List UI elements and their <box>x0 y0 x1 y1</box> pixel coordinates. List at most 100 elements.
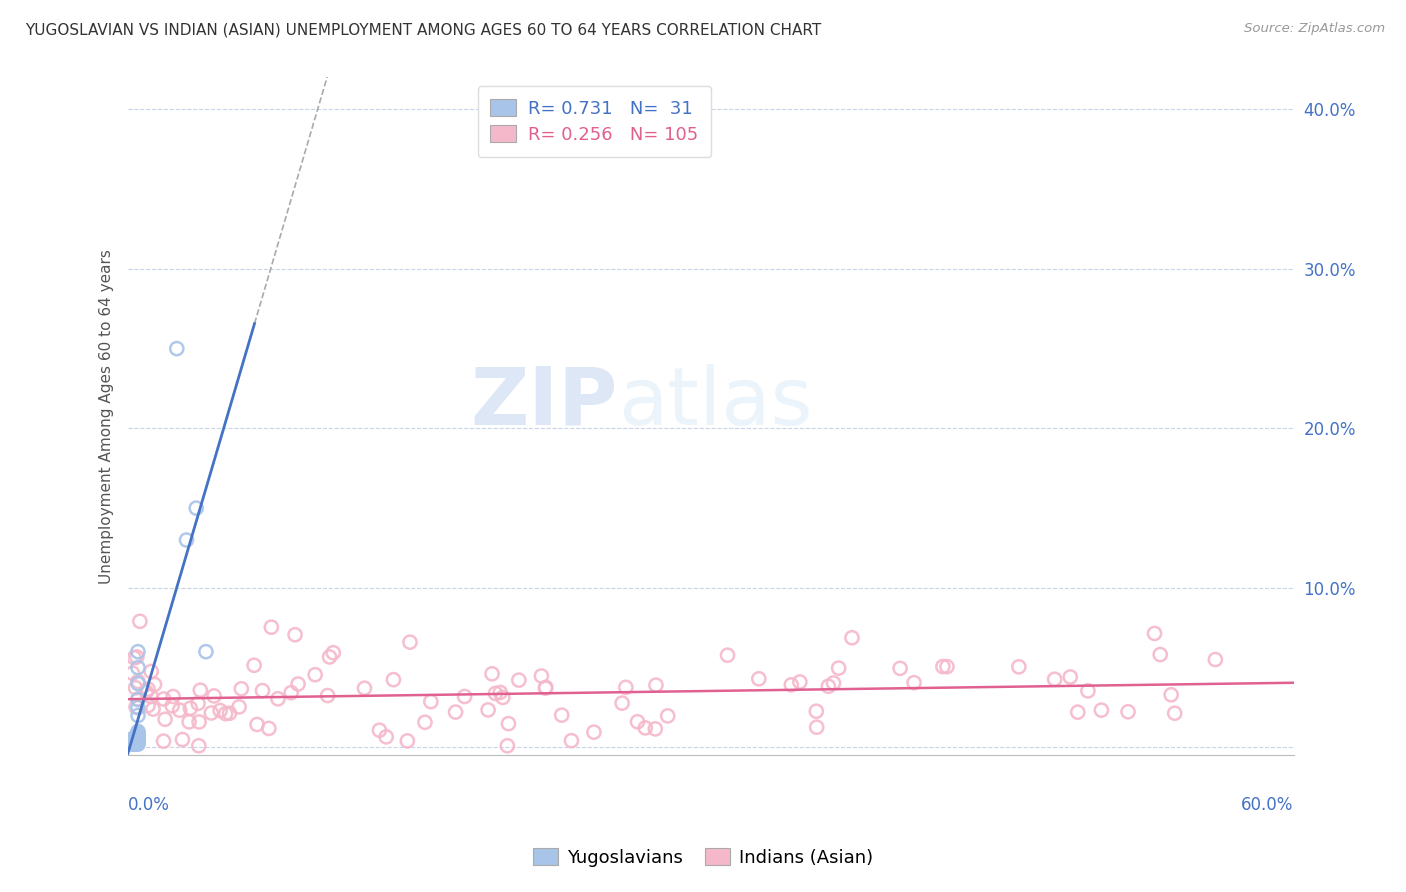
Point <box>267 691 290 706</box>
Point <box>1090 703 1112 717</box>
Point <box>127 732 149 747</box>
Text: 0.0%: 0.0% <box>128 796 170 814</box>
Point <box>127 729 149 743</box>
Point <box>127 674 149 689</box>
Point <box>508 673 530 687</box>
Point <box>231 681 253 696</box>
Point <box>530 669 553 683</box>
Text: ZIP: ZIP <box>471 364 617 442</box>
Point <box>127 735 149 749</box>
Point <box>125 731 148 745</box>
Point <box>127 724 149 739</box>
Point <box>1143 626 1166 640</box>
Point <box>200 706 222 720</box>
Point <box>125 737 148 751</box>
Point <box>551 708 574 723</box>
Point <box>645 678 668 692</box>
Point <box>1008 660 1031 674</box>
Point <box>179 701 201 715</box>
Point <box>1077 684 1099 698</box>
Point <box>657 709 679 723</box>
Point <box>187 697 209 711</box>
Point <box>318 650 340 665</box>
Point <box>136 681 159 696</box>
Point <box>202 689 225 703</box>
Point <box>304 667 326 681</box>
Point <box>841 631 863 645</box>
Text: Source: ZipAtlas.com: Source: ZipAtlas.com <box>1244 22 1385 36</box>
Point <box>152 734 174 748</box>
Point <box>626 714 648 729</box>
Point <box>1160 688 1182 702</box>
Point <box>121 732 143 747</box>
Point <box>375 730 398 744</box>
Point <box>484 686 506 700</box>
Text: atlas: atlas <box>617 364 813 442</box>
Point <box>127 737 149 751</box>
Point <box>125 729 148 743</box>
Point <box>172 732 194 747</box>
Point <box>127 660 149 674</box>
Point <box>121 666 143 681</box>
Point <box>936 659 959 673</box>
Point <box>127 726 149 740</box>
Point <box>492 690 515 705</box>
Point <box>122 737 145 751</box>
Point <box>280 686 302 700</box>
Point <box>153 712 176 726</box>
Point <box>125 650 148 665</box>
Point <box>169 703 191 717</box>
Point <box>1059 670 1081 684</box>
Point <box>122 735 145 749</box>
Point <box>127 645 149 659</box>
Point <box>396 734 419 748</box>
Point <box>162 690 184 704</box>
Legend: Yugoslavians, Indians (Asian): Yugoslavians, Indians (Asian) <box>526 841 880 874</box>
Point <box>152 692 174 706</box>
Point <box>614 681 637 695</box>
Point <box>644 722 666 736</box>
Point <box>806 720 828 734</box>
Point <box>166 342 188 356</box>
Point <box>382 673 405 687</box>
Point <box>160 698 183 713</box>
Point <box>228 699 250 714</box>
Point <box>127 734 149 748</box>
Point <box>176 533 198 547</box>
Point <box>127 692 149 706</box>
Point <box>498 716 520 731</box>
Point <box>252 683 274 698</box>
Point <box>188 714 211 729</box>
Point <box>188 683 211 698</box>
Point <box>135 685 157 699</box>
Point <box>218 706 240 721</box>
Point <box>444 705 467 719</box>
Point <box>399 635 422 649</box>
Point <box>127 708 149 723</box>
Point <box>634 721 657 735</box>
Point <box>287 677 309 691</box>
Point <box>122 734 145 748</box>
Point <box>122 650 145 665</box>
Point <box>610 696 633 710</box>
Point <box>413 715 436 730</box>
Point <box>1116 705 1139 719</box>
Point <box>748 672 770 686</box>
Point <box>316 689 339 703</box>
Point <box>125 735 148 749</box>
Point <box>214 706 236 721</box>
Point <box>125 734 148 748</box>
Point <box>179 714 201 729</box>
Legend: R= 0.731   N=  31, R= 0.256   N= 105: R= 0.731 N= 31, R= 0.256 N= 105 <box>478 87 711 157</box>
Point <box>903 675 925 690</box>
Point <box>186 501 208 516</box>
Point <box>246 717 269 731</box>
Point <box>477 703 499 717</box>
Point <box>560 733 582 747</box>
Point <box>534 681 557 695</box>
Point <box>127 700 149 714</box>
Point <box>582 725 605 739</box>
Point <box>453 690 475 704</box>
Point <box>789 675 811 690</box>
Point <box>127 676 149 690</box>
